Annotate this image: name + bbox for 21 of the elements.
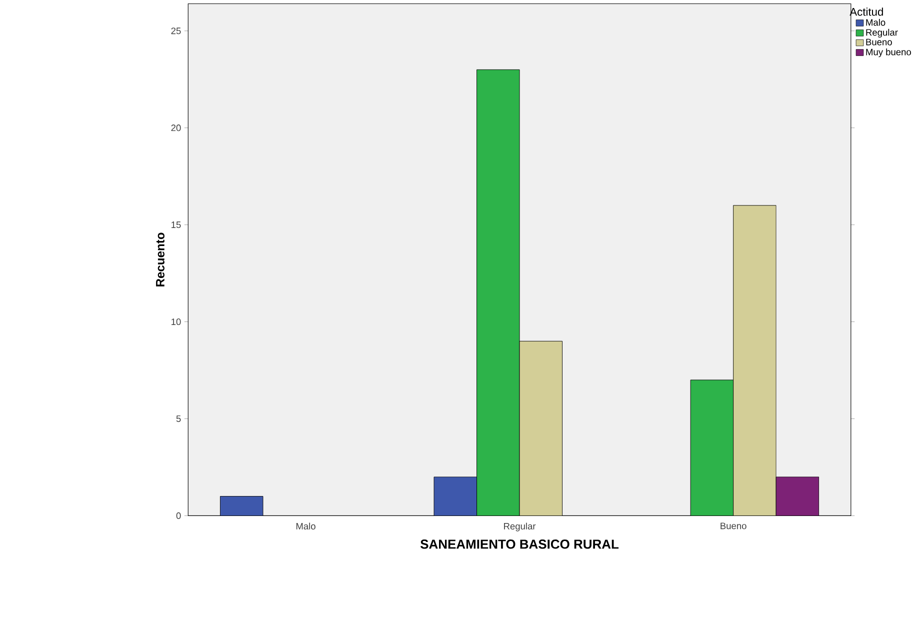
y-tick-label: 15: [172, 222, 181, 228]
x-tick-label: Regular: [504, 522, 536, 532]
y-axis-title: Recuento: [156, 232, 164, 286]
y-tick-label: 5: [176, 415, 181, 422]
x-axis-title: SANEAMIENTO BASICO RURAL: [420, 540, 619, 549]
bar: [519, 340, 563, 516]
legend-label: Bueno: [866, 38, 892, 46]
legend-label: Muy bueno: [866, 48, 911, 58]
x-tick-label: Bueno: [720, 522, 746, 530]
bar: [776, 476, 820, 516]
bar: [690, 380, 734, 516]
bar: [476, 69, 520, 516]
y-tick-label: 0: [176, 512, 181, 519]
y-tick-label: 10: [172, 318, 181, 325]
bar: [733, 205, 776, 516]
bar: [220, 496, 264, 516]
y-tick-label: 20: [171, 124, 181, 132]
legend-label: Malo: [866, 18, 886, 26]
x-tick-label: Malo: [296, 522, 316, 530]
y-tick-label: 25: [171, 28, 181, 34]
legend-label: Regular: [866, 28, 898, 38]
